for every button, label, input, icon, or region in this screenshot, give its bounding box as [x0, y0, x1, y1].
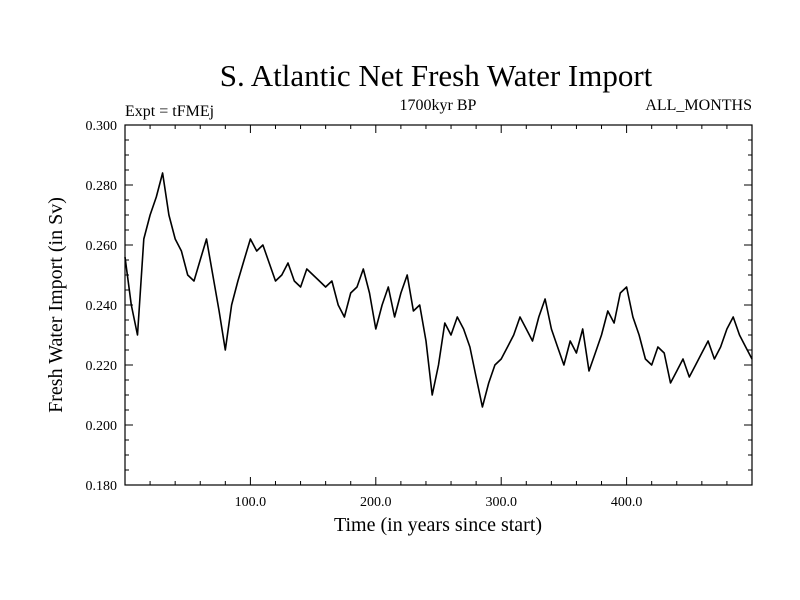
data-line — [124, 172, 753, 408]
y-tick-label: 0.240 — [86, 299, 118, 314]
y-tick-label: 0.200 — [86, 419, 118, 434]
chart-title: S. Atlantic Net Fresh Water Import — [220, 58, 653, 93]
x-tick-label: 400.0 — [611, 495, 643, 510]
y-axis-label: Fresh Water Import (in Sv) — [45, 197, 67, 413]
y-tick-label: 0.280 — [86, 179, 118, 194]
x-axis-label: Time (in years since start) — [334, 514, 542, 536]
x-tick-label: 100.0 — [235, 495, 267, 510]
x-axis: 100.0 200.0 300.0 400.0 — [149, 125, 728, 510]
y-tick-label: 0.260 — [86, 239, 118, 254]
months-label: ALL_MONTHS — [645, 97, 752, 114]
y-tick-label: 0.220 — [86, 359, 118, 374]
y-tick-label: 0.180 — [86, 479, 118, 494]
x-tick-label: 300.0 — [485, 495, 517, 510]
y-tick-label: 0.300 — [86, 119, 118, 134]
experiment-label: Expt = tFMEj — [125, 103, 214, 120]
period-label: 1700kyr BP — [400, 97, 477, 114]
x-tick-label: 200.0 — [360, 495, 392, 510]
plot-frame — [124, 124, 753, 486]
